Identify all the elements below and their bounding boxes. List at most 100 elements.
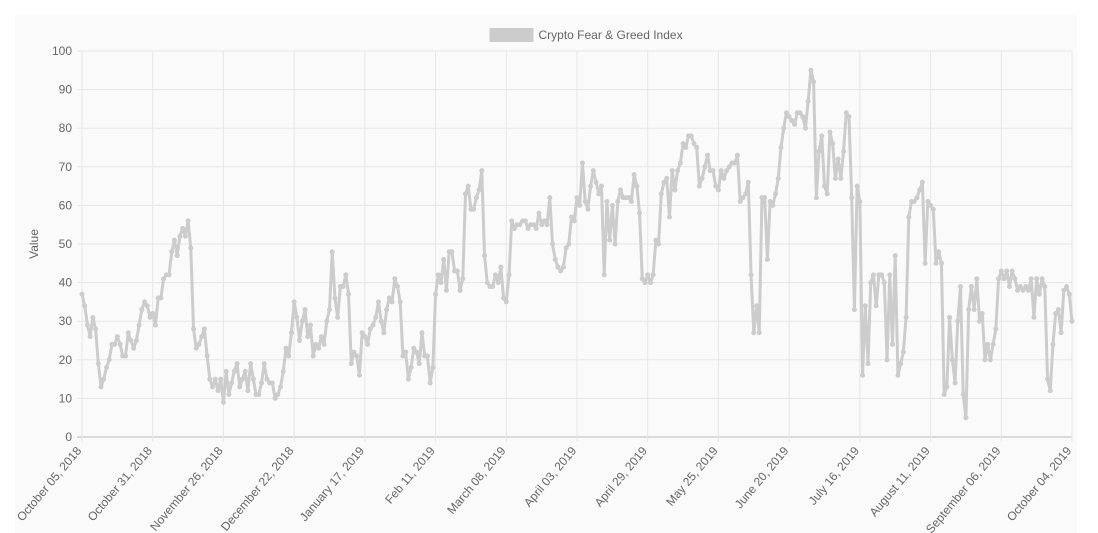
data-point xyxy=(702,164,708,170)
y-tick-label: 10 xyxy=(59,391,73,405)
data-point xyxy=(84,322,90,328)
data-point xyxy=(887,272,893,278)
data-point xyxy=(283,345,289,351)
data-point xyxy=(1020,287,1026,293)
data-point xyxy=(98,384,104,390)
data-point xyxy=(816,148,822,154)
data-point xyxy=(944,384,950,390)
data-point xyxy=(397,299,403,305)
y-tick-label: 80 xyxy=(59,121,73,135)
data-point xyxy=(906,214,912,220)
data-point xyxy=(256,392,262,398)
data-point xyxy=(827,129,833,135)
data-point xyxy=(925,199,931,205)
data-point xyxy=(841,148,847,154)
data-point xyxy=(680,141,686,147)
data-point xyxy=(993,326,999,332)
data-point xyxy=(713,183,719,189)
data-point xyxy=(819,133,825,139)
data-point xyxy=(207,376,213,382)
data-point xyxy=(362,334,368,340)
data-point xyxy=(196,341,202,347)
data-point xyxy=(259,380,265,386)
data-point xyxy=(302,307,308,313)
data-point xyxy=(857,199,863,205)
data-point xyxy=(903,314,909,320)
data-point xyxy=(846,114,852,120)
y-axis-title: Value xyxy=(27,229,41,259)
data-point xyxy=(215,388,221,394)
data-point xyxy=(607,237,613,243)
data-point xyxy=(879,272,885,278)
data-point xyxy=(789,117,795,123)
data-point xyxy=(577,202,583,208)
data-point xyxy=(571,218,577,224)
data-point xyxy=(180,226,186,232)
data-point xyxy=(1061,287,1067,293)
data-point xyxy=(1066,291,1072,297)
data-point xyxy=(142,299,148,305)
data-point xyxy=(919,179,925,185)
data-point xyxy=(930,206,936,212)
data-point xyxy=(987,357,993,363)
data-point xyxy=(647,280,653,286)
data-point xyxy=(218,376,224,382)
data-point xyxy=(865,361,871,367)
data-point xyxy=(305,334,311,340)
data-point xyxy=(808,67,814,73)
data-point xyxy=(604,199,610,205)
data-point xyxy=(835,156,841,162)
data-point xyxy=(392,276,398,282)
data-point xyxy=(245,388,251,394)
data-point xyxy=(615,199,621,205)
data-point xyxy=(430,365,436,371)
data-point xyxy=(441,256,447,262)
y-tick-label: 40 xyxy=(59,276,73,290)
data-point xyxy=(414,349,420,355)
y-tick-label: 70 xyxy=(59,160,73,174)
data-point xyxy=(403,349,409,355)
data-point xyxy=(762,195,768,201)
data-point xyxy=(378,318,384,324)
data-point xyxy=(250,376,256,382)
data-point xyxy=(566,241,572,247)
data-point xyxy=(147,314,153,320)
y-tick-label: 100 xyxy=(52,44,72,58)
data-point xyxy=(1053,310,1059,316)
data-point xyxy=(775,175,781,181)
data-point xyxy=(851,307,857,313)
data-point xyxy=(705,152,711,158)
data-point xyxy=(1004,268,1010,274)
data-point xyxy=(677,160,683,166)
data-point xyxy=(193,345,199,351)
y-tick-label: 30 xyxy=(59,314,73,328)
data-point xyxy=(996,276,1002,282)
data-point xyxy=(307,322,313,328)
data-point xyxy=(724,168,730,174)
data-point xyxy=(982,357,988,363)
data-point xyxy=(340,283,346,289)
data-point xyxy=(335,314,341,320)
data-point xyxy=(479,168,485,174)
data-point xyxy=(405,376,411,382)
data-point xyxy=(212,376,218,382)
data-point xyxy=(492,272,498,278)
data-point xyxy=(781,125,787,131)
data-point xyxy=(226,392,232,398)
data-point xyxy=(830,141,836,147)
data-point xyxy=(963,415,969,421)
data-point xyxy=(286,353,292,359)
data-point xyxy=(299,318,305,324)
data-point xyxy=(748,272,754,278)
data-point xyxy=(150,310,156,316)
data-point xyxy=(862,303,868,309)
data-point xyxy=(754,303,760,309)
data-point xyxy=(530,222,536,228)
data-point xyxy=(941,392,947,398)
data-point xyxy=(313,341,319,347)
data-point xyxy=(400,353,406,359)
data-point xyxy=(683,145,689,150)
data-point xyxy=(90,314,96,320)
data-point xyxy=(291,299,297,305)
data-point xyxy=(786,114,792,120)
